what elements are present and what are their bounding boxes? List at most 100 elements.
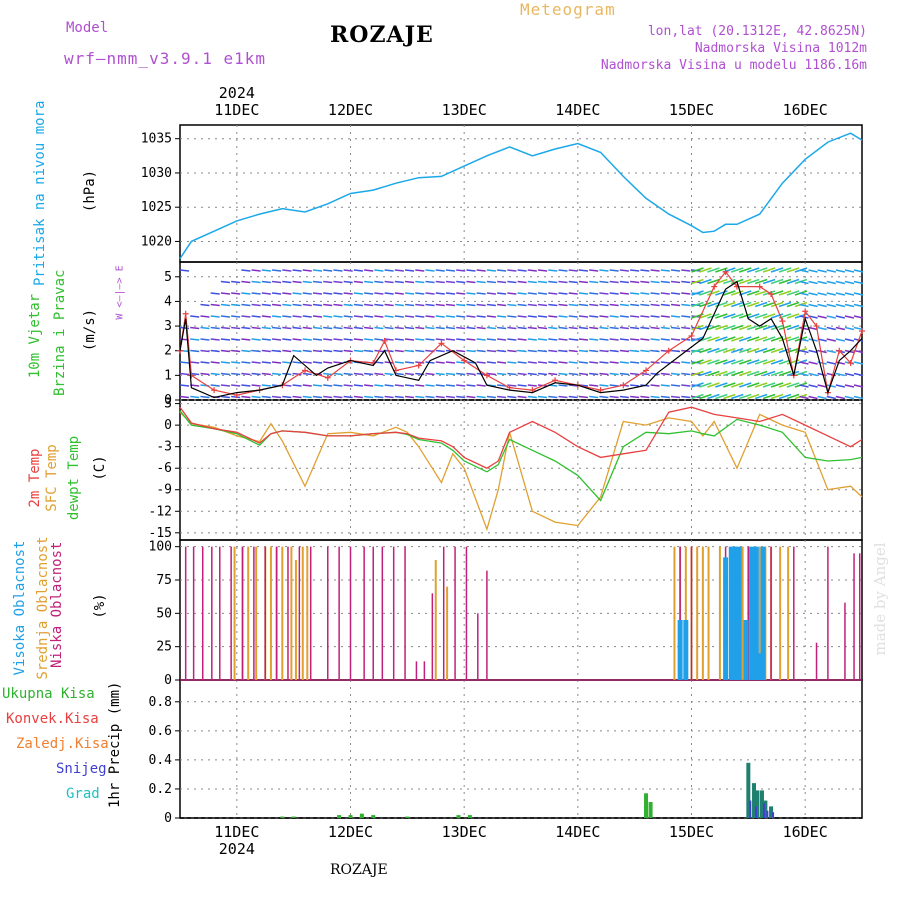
high-cloud-bar: [683, 620, 689, 680]
wind-arrow: [466, 384, 476, 387]
wind-arrow: [770, 370, 784, 377]
wind-arrow: [251, 361, 261, 364]
wind-arrow: [630, 315, 640, 318]
wind-arrow: [762, 393, 776, 400]
wind-arrow: [835, 280, 846, 285]
wind-arrow: [179, 372, 190, 376]
wind-arrow: [179, 395, 190, 399]
wind-arrow: [786, 278, 800, 285]
precip-tick-label: 0.8: [149, 695, 172, 710]
wind-arrow: [853, 384, 864, 388]
wind-arrow: [394, 349, 404, 353]
station-title: ROZAJE: [330, 22, 434, 48]
wind-arrow: [486, 361, 496, 364]
wind-arrow: [210, 338, 220, 341]
wind-arrow: [190, 270, 199, 271]
wind-arrow: [374, 303, 384, 307]
wind-arrow: [650, 372, 660, 376]
wind-arrow: [435, 269, 445, 272]
wind-arrow: [589, 292, 599, 295]
wind-arrow: [699, 370, 712, 377]
wind-arrow: [681, 280, 691, 284]
wind-arrow: [425, 303, 435, 307]
wind-arrow: [681, 303, 691, 307]
wind-arrow: [739, 267, 752, 273]
wind-arrow: [241, 315, 251, 318]
wind-arrow: [739, 370, 752, 377]
wind-arrow: [650, 280, 660, 284]
wind-arrow: [589, 384, 599, 387]
model-elevation-label: Nadmorska Visina u modelu 1186.16m: [600, 58, 867, 73]
bottom-date-label: 11DEC: [214, 823, 259, 841]
wind-arrow: [589, 269, 599, 272]
wind-arrow: [302, 338, 312, 341]
wind-arrow: [558, 280, 568, 284]
wind-arrow: [609, 338, 619, 341]
wind-arrow: [384, 326, 394, 330]
wind-arrow: [599, 280, 609, 284]
dewpt-line: [179, 410, 863, 502]
wind-arrow: [754, 267, 768, 273]
wind-arrow: [302, 372, 312, 376]
wind-arrow: [251, 395, 261, 399]
wind-arrow: [778, 290, 792, 296]
wind-arrow: [599, 292, 609, 295]
wind-arrow: [190, 305, 199, 306]
snow-bar: [762, 803, 765, 818]
wind-gust-marker: [438, 340, 445, 347]
wind-arrow: [609, 303, 619, 307]
wind-tick-label: 5: [164, 270, 172, 285]
wind-arrow: [589, 326, 599, 330]
wind-arrow: [190, 349, 200, 353]
wind-arrow: [660, 372, 670, 376]
wind-arrow: [333, 280, 343, 284]
elevation-label: Nadmorska Visina 1012m: [694, 41, 867, 56]
legend-total-precip: Ukupna Kisa: [2, 686, 95, 702]
wind-arrow: [762, 359, 776, 365]
wind-arrow: [660, 303, 670, 307]
wind-arrow: [486, 269, 496, 272]
wind-arrow: [762, 324, 776, 331]
wind-arrow: [723, 313, 736, 319]
wind-arrow: [619, 303, 629, 307]
wind-arrow: [312, 303, 323, 307]
wind-arrow: [670, 384, 681, 387]
wind-arrow: [826, 361, 836, 365]
wind-arrow: [241, 338, 251, 341]
wind-arrow: [808, 303, 818, 308]
wind-arrow: [619, 395, 629, 399]
wind-arrow: [364, 384, 374, 387]
wind-arrow: [853, 315, 864, 319]
pressure-tick-label: 1035: [141, 132, 172, 147]
wind-arrow: [568, 292, 578, 295]
wind-arrow: [466, 395, 476, 399]
wind-tick-label: 4: [164, 294, 172, 309]
wind-arrow: [691, 290, 704, 296]
wind-arrow: [231, 326, 241, 330]
wind-arrow: [404, 303, 415, 307]
wind-arrow: [799, 349, 809, 354]
wind-arrow: [507, 315, 517, 318]
wind-arrow: [599, 326, 609, 330]
wind-arrow: [853, 395, 864, 400]
wind-arrow: [746, 313, 760, 319]
wind-arrow: [762, 267, 776, 273]
wind-arrow: [394, 326, 404, 330]
wind-arrow: [404, 338, 415, 341]
wind-arrow: [312, 361, 323, 364]
wind-arrow: [190, 293, 199, 294]
wind-arrow: [312, 349, 323, 353]
wind-arrow: [292, 292, 302, 295]
wind-arrow: [261, 384, 271, 387]
wind-arrow: [835, 372, 846, 377]
wind-arrow: [770, 267, 784, 273]
total-precip-bar: [291, 816, 296, 818]
bottom-date-label: 16DEC: [783, 823, 828, 841]
wind-arrow: [179, 361, 190, 364]
wind-arrow: [220, 303, 231, 307]
wind-arrow: [445, 269, 456, 272]
wind-tick-label: 2: [164, 344, 172, 359]
wind-arrow: [486, 292, 496, 295]
wind-arrow: [660, 292, 670, 295]
cloud-tick-label: 25: [156, 640, 172, 655]
